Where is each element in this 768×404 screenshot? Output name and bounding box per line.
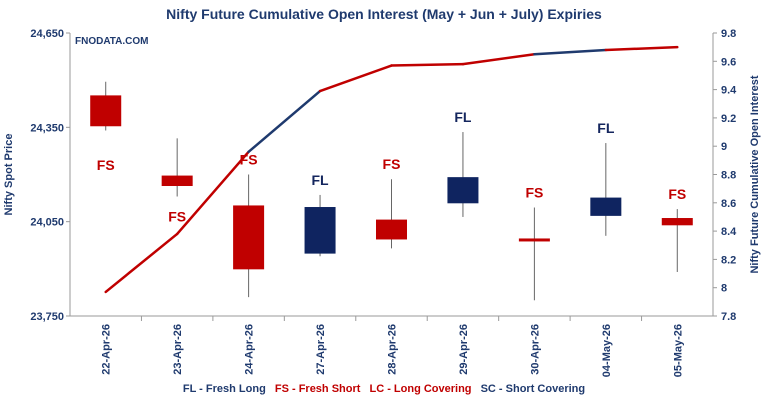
- signal-label: FS: [525, 185, 543, 201]
- left-axis-title: Nifty Spot Price: [3, 134, 15, 216]
- oi-line-segment: [533, 48, 608, 56]
- legend: FL - Fresh Long FS - Fresh Short LC - Lo…: [0, 383, 768, 395]
- x-tick-label: 27-Apr-26: [315, 324, 327, 375]
- x-tick-label: 22-Apr-26: [101, 324, 113, 375]
- x-tick-label: 04-May-26: [601, 324, 613, 377]
- oi-line-segment: [318, 64, 393, 93]
- candle-body: [518, 238, 550, 242]
- legend-lc: LC - Long Covering: [369, 383, 472, 395]
- x-tick-label: 05-May-26: [672, 324, 684, 377]
- right-tick-label: 9.4: [721, 85, 737, 97]
- candle-body: [304, 207, 336, 254]
- right-tick-label: 8.6: [721, 198, 736, 210]
- signal-label: FS: [668, 186, 686, 202]
- right-tick-label: 7.8: [721, 311, 736, 323]
- oi-line-segment: [461, 52, 536, 66]
- oi-line-segment: [175, 150, 250, 236]
- left-tick-label: 23,750: [30, 311, 64, 323]
- x-tick-label: 24-Apr-26: [244, 324, 256, 375]
- right-axis-title: Nifty Future Cumulative Open Interest: [749, 75, 761, 273]
- signal-label: FS: [97, 157, 115, 173]
- right-tick-label: 8.8: [721, 170, 736, 182]
- oi-line-segment: [390, 62, 465, 67]
- x-tick-label: 28-Apr-26: [387, 324, 399, 375]
- right-tick-label: 8.4: [721, 226, 737, 238]
- candle-body: [161, 175, 193, 187]
- candle-body: [90, 95, 122, 127]
- oi-line-segment: [604, 45, 679, 52]
- watermark-text: FNODATA.COM: [75, 36, 149, 47]
- legend-fs: FS - Fresh Short: [274, 383, 361, 395]
- chart-title: Nifty Future Cumulative Open Interest (M…: [166, 6, 602, 22]
- right-tick-label: 8.2: [721, 254, 736, 266]
- candle-body: [447, 177, 479, 204]
- right-tick-label: 9.2: [721, 113, 736, 125]
- right-tick-label: 9: [721, 141, 727, 153]
- candle-body: [661, 218, 693, 226]
- oi-line-segment: [247, 89, 322, 154]
- signal-label: FL: [312, 172, 330, 188]
- oi-line-segment: [104, 232, 179, 294]
- right-tick-label: 9.6: [721, 56, 736, 68]
- left-tick-label: 24,650: [30, 28, 64, 40]
- x-tick-label: 30-Apr-26: [529, 324, 541, 375]
- legend-fl: FL - Fresh Long: [182, 383, 266, 395]
- signal-label: FL: [454, 109, 472, 125]
- right-tick-label: 8: [721, 283, 727, 295]
- right-tick-label: 9.8: [721, 28, 736, 40]
- candle-body: [375, 219, 408, 240]
- x-tick-label: 29-Apr-26: [458, 324, 470, 375]
- legend-sc: SC - Short Covering: [480, 383, 586, 395]
- x-tick-label: 23-Apr-26: [172, 324, 184, 375]
- left-tick-label: 24,350: [30, 122, 64, 134]
- candle-body: [233, 205, 265, 270]
- signal-label: FL: [597, 120, 615, 136]
- left-tick-label: 24,050: [30, 217, 64, 229]
- candle-body: [590, 197, 622, 216]
- signal-label: FS: [383, 156, 401, 172]
- signal-label: FS: [168, 209, 186, 225]
